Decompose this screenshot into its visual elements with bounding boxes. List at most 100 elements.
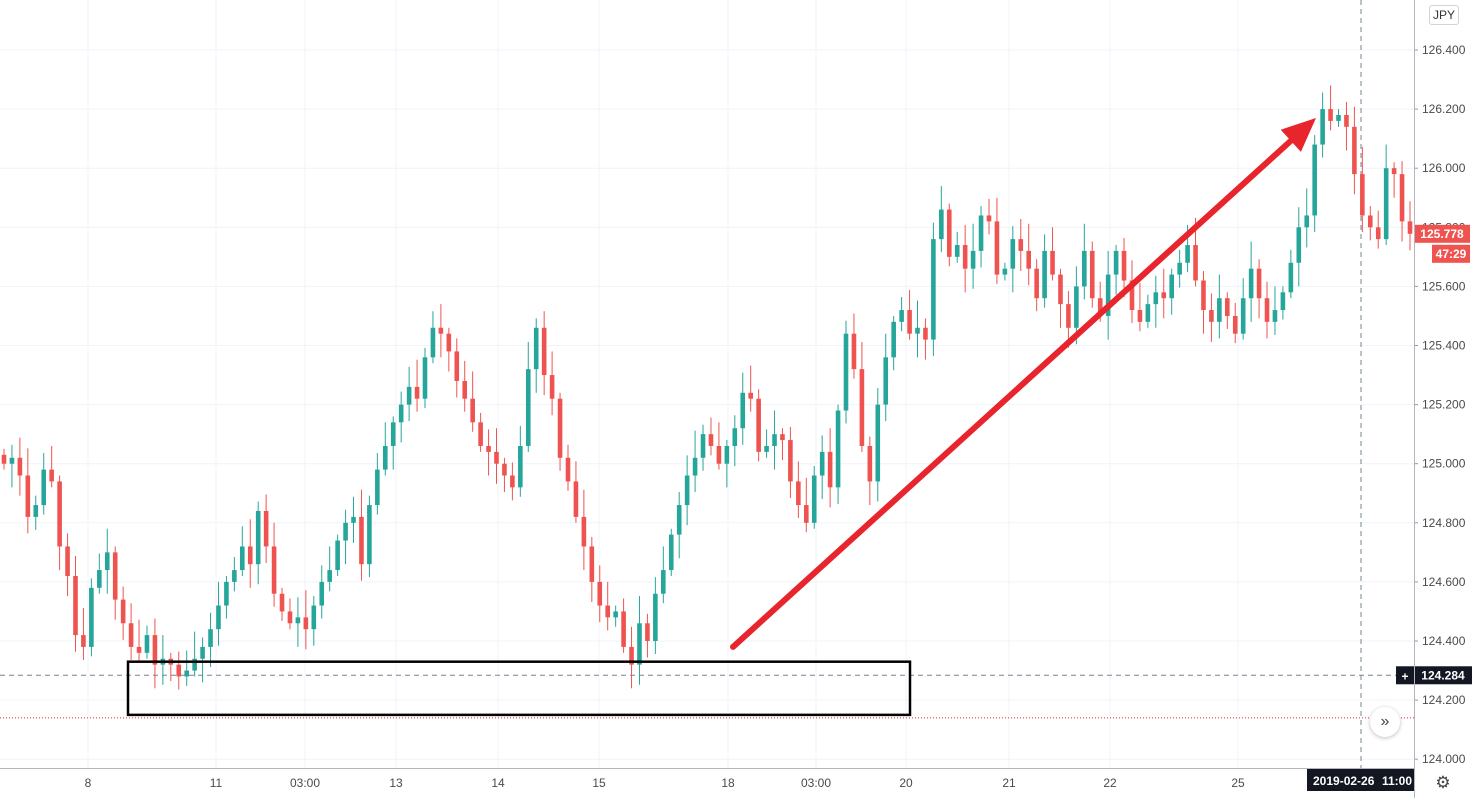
candle-body bbox=[708, 434, 714, 446]
candle-body bbox=[1066, 304, 1071, 328]
candle-body bbox=[1383, 168, 1389, 240]
x-tick-label: 11 bbox=[210, 776, 223, 790]
candle-body bbox=[970, 250, 976, 269]
candle-body bbox=[994, 221, 1000, 275]
candle-body bbox=[1360, 174, 1365, 216]
candle-body bbox=[1407, 221, 1413, 234]
x-tick-label: 21 bbox=[1002, 776, 1016, 790]
candle-body bbox=[875, 404, 881, 482]
y-tick-label: 124.400 bbox=[1422, 634, 1466, 648]
candle-body bbox=[1010, 239, 1016, 269]
y-tick-label: 125.400 bbox=[1422, 339, 1466, 353]
candle-body bbox=[382, 445, 388, 470]
candle-body bbox=[144, 635, 150, 653]
plus-icon: + bbox=[1401, 669, 1408, 683]
candle-body bbox=[1248, 268, 1254, 299]
x-tick-label: 15 bbox=[592, 776, 606, 790]
candle-body bbox=[462, 380, 468, 399]
x-tick-label: 03:00 bbox=[801, 776, 831, 790]
y-tick-label: 125.000 bbox=[1422, 457, 1466, 471]
candle-body bbox=[629, 646, 634, 665]
candle-body bbox=[104, 552, 110, 571]
candle-body bbox=[867, 445, 873, 482]
candle-body bbox=[716, 445, 722, 464]
candle-body bbox=[184, 670, 190, 677]
candle-body bbox=[1153, 292, 1159, 305]
candle-body bbox=[303, 617, 309, 630]
crosshair-price-value: 124.284 bbox=[1421, 668, 1465, 682]
candle-body bbox=[136, 646, 142, 653]
candle-body bbox=[1217, 298, 1222, 322]
y-tick-label: 124.200 bbox=[1422, 693, 1466, 707]
crosshair-date-badge bbox=[1307, 769, 1414, 791]
x-tick-label: 18 bbox=[721, 776, 735, 790]
candle-body bbox=[835, 410, 841, 488]
y-tick-label: 126.200 bbox=[1422, 102, 1466, 116]
candle-body bbox=[1129, 280, 1135, 311]
candle-body bbox=[915, 327, 920, 334]
candle-body bbox=[1264, 298, 1270, 322]
candle-body bbox=[1089, 250, 1095, 299]
candle-body bbox=[335, 540, 340, 571]
candle-body bbox=[208, 629, 213, 647]
last-price-value: 125.778 bbox=[1420, 227, 1464, 241]
candle-body bbox=[57, 481, 62, 547]
candle-body bbox=[152, 635, 158, 665]
candle-body bbox=[827, 451, 833, 488]
candle-body bbox=[33, 505, 39, 517]
candle-body bbox=[1391, 168, 1397, 175]
y-tick-label: 125.200 bbox=[1422, 398, 1466, 412]
candle-body bbox=[668, 534, 674, 571]
candle-body bbox=[819, 451, 825, 476]
candle-body bbox=[375, 469, 380, 506]
candle-body bbox=[470, 398, 475, 423]
candle-body bbox=[1145, 304, 1151, 322]
candle-body bbox=[41, 469, 47, 506]
x-tick-label: 13 bbox=[389, 776, 403, 790]
candle-body bbox=[216, 605, 221, 630]
candle-body bbox=[494, 451, 499, 464]
candle-body bbox=[939, 209, 944, 240]
candle-body bbox=[1074, 286, 1079, 328]
y-tick-label: 126.000 bbox=[1422, 161, 1466, 175]
drawing-annotations[interactable] bbox=[0, 117, 1414, 719]
candle-body bbox=[81, 635, 86, 647]
candle-body bbox=[65, 546, 70, 576]
candle-body bbox=[891, 321, 896, 358]
y-tick-label: 125.600 bbox=[1422, 279, 1466, 293]
currency-label[interactable]: JPY bbox=[1429, 5, 1459, 25]
uptrend-arrow-shaft bbox=[730, 137, 1294, 650]
double-chevron-right-icon: » bbox=[1380, 713, 1390, 730]
candle-body bbox=[1304, 215, 1310, 228]
candle-body bbox=[859, 369, 865, 446]
candle-body bbox=[224, 581, 229, 606]
gear-icon[interactable]: ⚙ bbox=[1435, 773, 1451, 792]
candle-body bbox=[772, 434, 777, 446]
crosshair-date-value: 2019-02-26 bbox=[1313, 774, 1375, 788]
candle-body bbox=[1082, 250, 1087, 287]
candle-body bbox=[1169, 274, 1174, 299]
scroll-to-realtime-button[interactable]: » bbox=[1370, 707, 1400, 737]
candle-body bbox=[541, 327, 547, 376]
candle-body bbox=[676, 505, 682, 535]
x-tick-label: 22 bbox=[1103, 776, 1117, 790]
candle-body bbox=[446, 333, 452, 352]
candle-body bbox=[1240, 298, 1246, 334]
candle-body bbox=[1, 454, 7, 464]
candle-body bbox=[573, 481, 579, 517]
candle-body bbox=[359, 516, 364, 565]
candle-body bbox=[621, 611, 626, 647]
candle-body bbox=[422, 357, 428, 399]
candle-body bbox=[1232, 315, 1238, 334]
y-tick-label: 124.800 bbox=[1422, 516, 1466, 530]
candle-body bbox=[732, 428, 738, 446]
candle-body bbox=[700, 434, 706, 458]
candle-body bbox=[478, 422, 483, 446]
candle-body bbox=[232, 570, 237, 582]
candle-body bbox=[843, 333, 849, 411]
chart-grid bbox=[0, 0, 1414, 768]
candle-body bbox=[811, 475, 817, 523]
candle-body bbox=[263, 510, 269, 547]
candle-body bbox=[1177, 262, 1182, 275]
